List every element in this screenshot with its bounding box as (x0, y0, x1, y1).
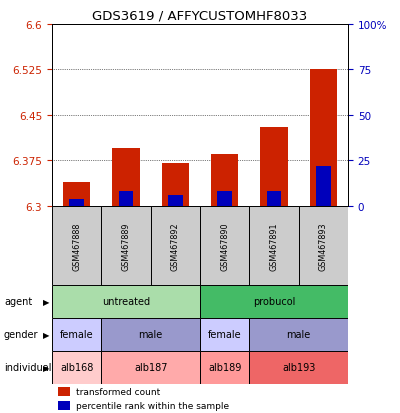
Bar (316, 166, 331, 206)
Text: female: female (208, 330, 242, 339)
Text: alb193: alb193 (282, 363, 315, 373)
Text: gender: gender (4, 330, 38, 339)
Bar (101, 206, 151, 285)
Bar (101, 351, 200, 384)
Text: GSM467889: GSM467889 (122, 221, 130, 270)
Text: percentile rank within the sample: percentile rank within the sample (76, 401, 229, 410)
Text: alb168: alb168 (60, 363, 93, 373)
Title: GDS3619 / AFFYCUSTOMHF8033: GDS3619 / AFFYCUSTOMHF8033 (92, 9, 308, 22)
Bar (200, 206, 249, 285)
Text: ▶: ▶ (43, 297, 49, 306)
Bar (58, 387, 70, 396)
Text: agent: agent (4, 297, 32, 306)
Text: untreated: untreated (102, 297, 150, 306)
Bar (249, 351, 348, 384)
Text: GSM467888: GSM467888 (72, 222, 81, 270)
Text: male: male (138, 330, 163, 339)
Text: probucol: probucol (253, 297, 295, 306)
Bar (249, 206, 299, 285)
Bar (249, 318, 348, 351)
Bar (112, 149, 140, 206)
Text: GSM467891: GSM467891 (270, 221, 278, 270)
Text: ▶: ▶ (43, 330, 49, 339)
Bar (151, 206, 200, 285)
Bar (52, 351, 101, 384)
Bar (211, 155, 238, 206)
Text: transformed count: transformed count (76, 387, 160, 396)
Text: male: male (286, 330, 311, 339)
Bar (69, 199, 84, 206)
Text: individual: individual (4, 363, 52, 373)
Bar (101, 318, 200, 351)
Bar (58, 401, 70, 410)
Text: GSM467893: GSM467893 (319, 221, 328, 270)
Text: alb189: alb189 (208, 363, 241, 373)
Text: female: female (60, 330, 94, 339)
Bar (162, 164, 189, 206)
Text: GSM467890: GSM467890 (220, 221, 229, 270)
Bar (299, 206, 348, 285)
Bar (52, 206, 101, 285)
Bar (52, 318, 101, 351)
Bar (200, 285, 348, 318)
Bar (260, 128, 288, 206)
Bar (200, 351, 249, 384)
Bar (217, 192, 232, 206)
Bar (168, 196, 183, 206)
Bar (310, 70, 337, 206)
Bar (118, 192, 133, 206)
Bar (63, 182, 90, 206)
Bar (52, 285, 200, 318)
Bar (266, 192, 281, 206)
Text: GSM467892: GSM467892 (171, 221, 180, 270)
Text: ▶: ▶ (43, 363, 49, 372)
Bar (200, 318, 249, 351)
Text: alb187: alb187 (134, 363, 168, 373)
